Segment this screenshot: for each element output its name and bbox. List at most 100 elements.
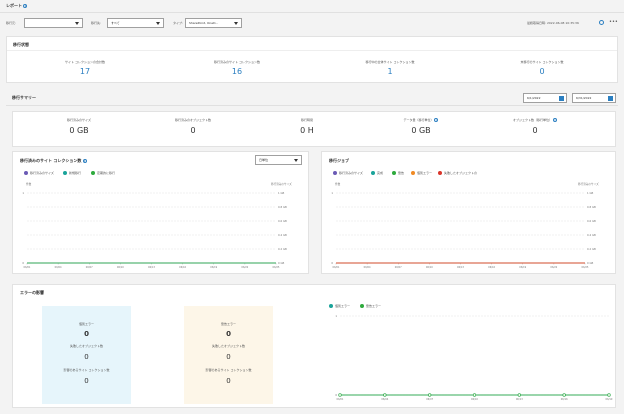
- kpi-label: オブジェクト数（移行単位） i: [513, 118, 557, 122]
- error-card-sub-value: 0: [84, 377, 89, 385]
- type-filter-select[interactable]: SharePoint, OneD...: [185, 18, 242, 28]
- y-tick-label-left: 0: [331, 261, 333, 265]
- individual-error-card: 個別エラー 0 失敗したオブジェクト数 0 影響のあるサイト コレクション数 0: [42, 306, 131, 404]
- kpi-label: 移行済みのサイズ: [67, 118, 91, 122]
- stat-value-in-progress[interactable]: 1: [387, 67, 393, 76]
- date-to-input[interactable]: 6/31/2022: [572, 93, 616, 103]
- x-tick-label: 06/01: [337, 398, 344, 401]
- x-tick-label: 06/19: [606, 398, 613, 401]
- error-card-sub-value: 0: [226, 377, 231, 385]
- x-tick-label: 06/22: [241, 266, 248, 269]
- stat-label: 移行中の全体サイト コレクション数: [365, 60, 415, 64]
- y-tick-label-right: 0.8 GB: [587, 205, 596, 209]
- stat-value-total[interactable]: 17: [79, 67, 91, 76]
- legend-item[interactable]: 完成: [371, 171, 383, 175]
- x-tick-label: 06/04: [381, 398, 388, 401]
- y-tick-label-left: 0: [335, 393, 337, 397]
- legend-item[interactable]: 定期的に移行: [91, 171, 115, 175]
- legend-item[interactable]: 個別エラー: [411, 171, 432, 175]
- summary-title: 移行サマリー: [12, 95, 36, 100]
- data-point: [517, 393, 521, 397]
- x-tick-label: 06/19: [519, 266, 526, 269]
- x-tick-label: 06/10: [471, 398, 478, 401]
- migration-jobs-chart-panel: 移行ジョブ 移行済みのサイズ 完成 警告 個別エラー 失敗したオブジェクトの 件…: [321, 151, 616, 274]
- legend-item[interactable]: 移行済みのサイズ: [24, 171, 54, 175]
- x-tick-label: 06/10: [117, 266, 124, 269]
- x-tick-label: 06/07: [426, 398, 433, 401]
- date-from-input[interactable]: 6/1/2022: [523, 93, 567, 103]
- status-title: 移行状態: [13, 42, 29, 47]
- migration-status-panel: 移行状態 サイト コレクションの合計数 17 移行済みのサイト コレクション数 …: [6, 36, 618, 83]
- y-tick-label-right: 0.4 GB: [278, 233, 287, 237]
- x-tick-label: 06/01: [24, 266, 31, 269]
- legend-item[interactable]: 失敗したオブジェクトの: [438, 171, 477, 175]
- type-filter-label: タイプ:: [173, 21, 184, 25]
- info-icon[interactable]: i: [23, 4, 28, 8]
- legend-item[interactable]: 警告エラー: [360, 304, 381, 308]
- status-divider: [7, 50, 617, 51]
- error-card-sub-value: 0: [84, 353, 89, 361]
- x-tick-label: 06/04: [364, 266, 371, 269]
- chevron-down-icon: [156, 22, 160, 25]
- x-tick-label: 06/19: [210, 266, 217, 269]
- x-tick-label: 06/16: [561, 398, 568, 401]
- stat-value-not-migrated[interactable]: 0: [539, 67, 545, 76]
- error-card-sub-label: 失敗したオブジェクト数: [211, 344, 245, 348]
- error-card-value[interactable]: 0: [226, 330, 231, 338]
- y-axis-title-right: 移行済みのサイズ: [271, 183, 292, 186]
- more-options-icon[interactable]: •••: [609, 19, 618, 25]
- error-card-value[interactable]: 0: [84, 330, 89, 338]
- error-card-sub-label: 失敗したオブジェクト数: [69, 344, 103, 348]
- error-card-title: 個別エラー: [78, 322, 94, 326]
- info-icon[interactable]: i: [82, 159, 87, 163]
- page-title: レポート i: [6, 3, 28, 8]
- x-tick-label: 06/07: [86, 266, 93, 269]
- legend-item[interactable]: 移行済みのサイズ: [333, 171, 363, 175]
- x-tick-label: 06/25: [582, 266, 589, 269]
- chevron-down-icon: [75, 22, 79, 25]
- chevron-down-icon: [234, 22, 238, 25]
- x-tick-label: 06/10: [426, 266, 433, 269]
- y-tick-label-left: 1: [22, 191, 24, 195]
- kpi-value-time: 0 H: [300, 126, 314, 135]
- x-tick-label: 06/04: [55, 266, 62, 269]
- error-impact-panel: エラーの影響 個別エラー 0 失敗したオブジェクト数 0 影響のあるサイト コレ…: [12, 284, 616, 408]
- data-point: [428, 393, 432, 397]
- error-card-sub-label: 影響のあるサイト コレクション数: [63, 368, 110, 372]
- y-tick-label-right: 0.8 GB: [278, 205, 287, 209]
- refresh-icon[interactable]: [599, 20, 604, 25]
- calendar-icon: [559, 96, 564, 101]
- y-axis-title-right: 移行済みのサイズ: [578, 183, 599, 186]
- y-axis-title-left: 件数: [335, 183, 341, 186]
- calendar-icon: [608, 96, 613, 101]
- chevron-down-icon: [294, 159, 298, 162]
- data-point: [607, 393, 611, 397]
- y-tick-label-right: 0.6 GB: [278, 219, 287, 223]
- x-tick-label: 06/16: [179, 266, 186, 269]
- legend-item[interactable]: 新規移行: [63, 171, 81, 175]
- y-tick-label-left: 1: [335, 314, 337, 318]
- summary-divider: [6, 105, 618, 106]
- y-tick-label-right: 0.2 GB: [278, 247, 287, 251]
- y-tick-label-left: 1: [331, 191, 333, 195]
- y-tick-label-right: 0.4 GB: [587, 233, 596, 237]
- period-select[interactable]: 日単位: [255, 155, 302, 165]
- y-tick-label-right: 0.2 GB: [587, 247, 596, 251]
- source-filter-select[interactable]: [24, 18, 83, 28]
- info-icon[interactable]: i: [552, 118, 557, 122]
- y-tick-label-left: 0: [22, 261, 24, 265]
- data-point: [472, 393, 477, 397]
- kpi-label: 移行済みのオブジェクト数: [174, 118, 211, 122]
- legend-item[interactable]: 警告: [392, 171, 404, 175]
- legend-item[interactable]: 個別エラー: [329, 304, 350, 308]
- x-tick-label: 06/13: [516, 398, 523, 401]
- info-icon[interactable]: i: [434, 118, 439, 122]
- dest-filter-select[interactable]: すべて: [107, 18, 164, 28]
- x-tick-label: 06/22: [550, 266, 557, 269]
- data-point: [338, 393, 342, 397]
- kpi-value-objects: 0: [190, 126, 196, 135]
- stat-value-migrated[interactable]: 16: [231, 67, 243, 76]
- kpi-value-object-count: 0: [532, 126, 538, 135]
- dest-filter-label: 移行先:: [91, 21, 102, 25]
- kpi-value-data-volume: 0 GB: [411, 126, 431, 135]
